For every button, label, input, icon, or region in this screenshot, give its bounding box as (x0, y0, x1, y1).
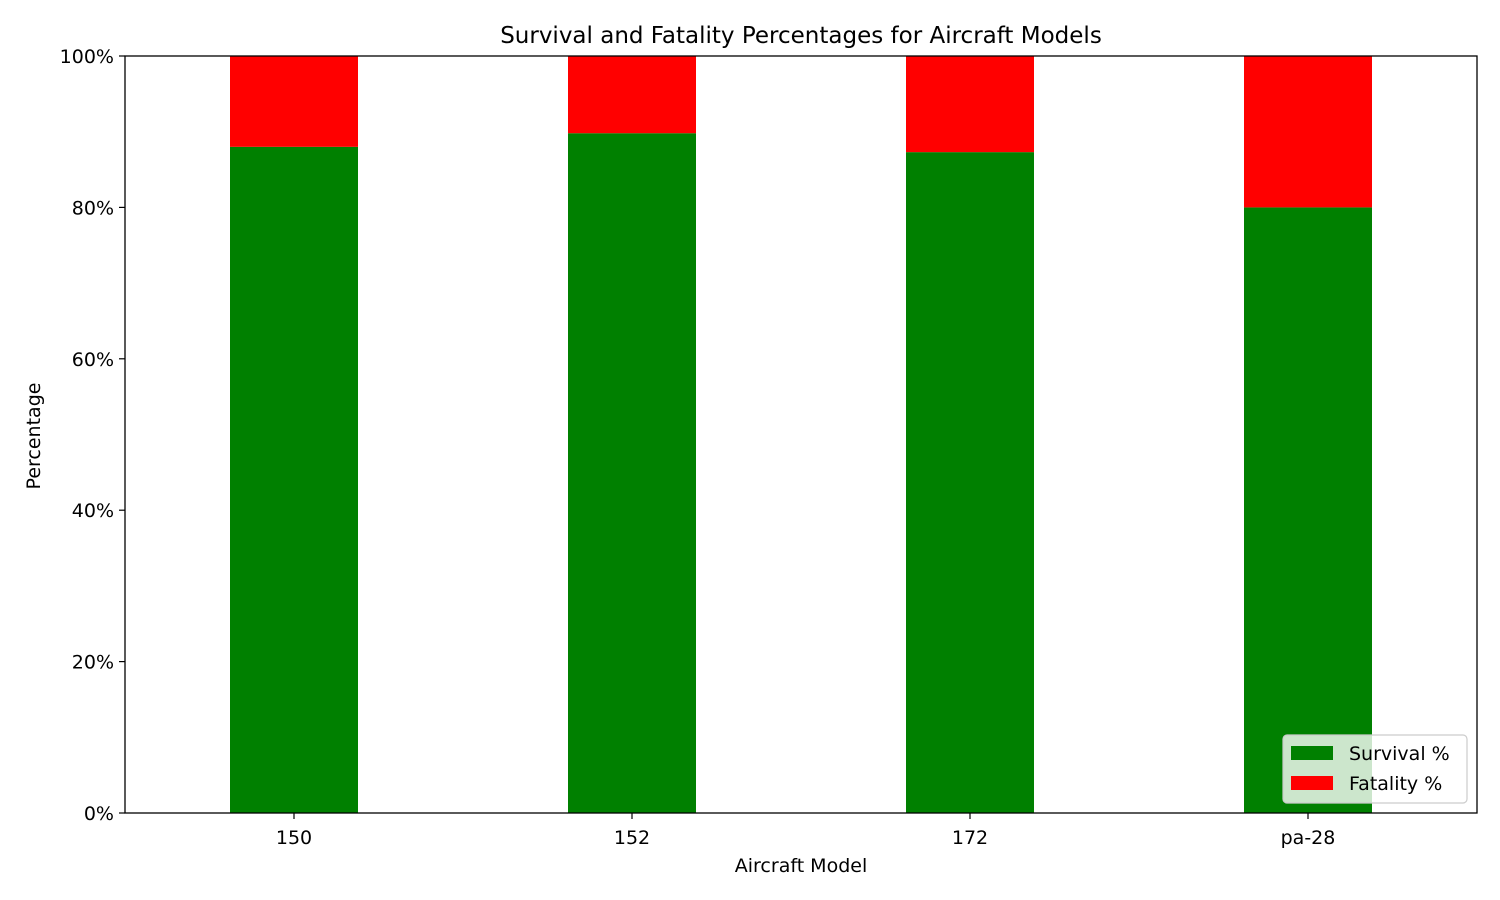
bar-fatality-150 (230, 56, 358, 147)
legend-label-survival: Survival % (1349, 743, 1450, 765)
bar-fatality-pa-28 (1244, 56, 1372, 208)
bar-fatality-152 (568, 56, 696, 134)
chart-title: Survival and Fatality Percentages for Ai… (500, 23, 1102, 49)
bar-survival-pa-28 (1244, 207, 1372, 813)
x-tick-label: 152 (614, 827, 650, 849)
y-tick-label: 20% (72, 652, 114, 674)
bar-survival-150 (230, 146, 358, 814)
plot-frame (124, 55, 1478, 814)
x-tick-label: 150 (276, 827, 312, 849)
legend: Survival % Fatality % (1282, 734, 1468, 804)
x-tick-label: 172 (952, 827, 988, 849)
axis-layer: 0% 20% 40% 60% 80% 100% 150 152 172 pa-28 (60, 46, 1336, 849)
bar-fatality-172 (906, 56, 1034, 153)
y-tick-label: 100% (60, 46, 114, 68)
x-tick-label: pa-28 (1281, 827, 1336, 849)
legend-swatch-survival (1291, 746, 1333, 760)
bars-layer (230, 56, 1372, 814)
y-axis-label: Percentage (23, 383, 45, 490)
y-tick-label: 60% (72, 349, 114, 371)
bar-survival-152 (568, 133, 696, 813)
x-axis-label: Aircraft Model (735, 855, 867, 877)
y-tick-label: 40% (72, 500, 114, 522)
bar-survival-172 (906, 152, 1034, 813)
y-tick-label: 80% (72, 197, 114, 219)
y-tick-label: 0% (84, 803, 114, 825)
legend-swatch-fatality (1291, 776, 1333, 790)
legend-label-fatality: Fatality % (1349, 773, 1442, 795)
